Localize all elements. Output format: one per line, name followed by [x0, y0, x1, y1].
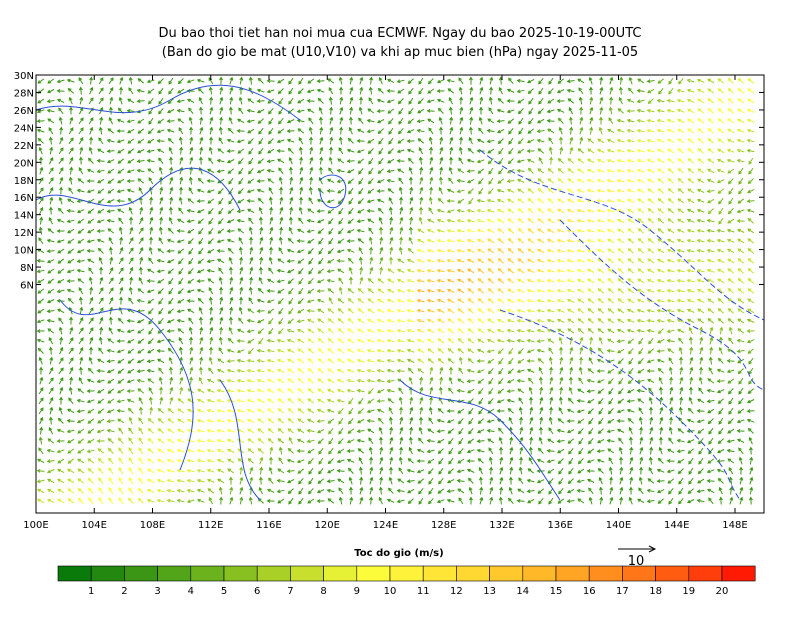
colorbar: 1 2 3 4 5 6 7 8 9 10 11 12 13 14 15 16 17 18 19 20 — [57, 565, 756, 597]
lon-label: 136E — [548, 520, 573, 531]
colorbar-swatch — [124, 565, 158, 582]
colorbar-swatch — [422, 565, 457, 582]
wind-arrows — [416, 248, 525, 323]
lon-label: 116E — [256, 520, 281, 531]
wind-arrows — [77, 88, 755, 505]
colorbar-swatch — [190, 565, 225, 582]
colorbar-swatch — [721, 565, 756, 582]
lat-label: 8N — [20, 263, 34, 274]
colorbar-tick-label: 14 — [516, 586, 529, 597]
wind-arrows — [416, 208, 585, 334]
colorbar-swatch — [157, 565, 192, 582]
lat-label: 6N — [20, 281, 34, 292]
map-frame — [35, 74, 765, 514]
lon-label: 132E — [489, 520, 514, 531]
colorbar-tick-label: 1 — [88, 586, 94, 597]
colorbar-tick-label: 18 — [649, 586, 662, 597]
wind-arrows — [37, 76, 754, 505]
lat-label: 16N — [14, 193, 34, 204]
lat-label: 10N — [14, 246, 34, 257]
colorbar-tick-label: 13 — [483, 586, 496, 597]
colorbar-swatch — [223, 565, 258, 582]
lon-label: 140E — [606, 520, 631, 531]
colorbar-swatch — [323, 565, 358, 582]
wind-arrows — [416, 268, 485, 313]
lat-label: 24N — [14, 123, 34, 134]
colorbar-swatch — [90, 565, 125, 582]
lat-label: 18N — [14, 176, 34, 187]
colorbar-tick-label: 10 — [384, 586, 397, 597]
colorbar-tick-label: 9 — [354, 586, 360, 597]
lat-label: 14N — [14, 211, 34, 222]
title: Du bao thoi tiet han noi mua cua ECMWF. … — [159, 26, 642, 41]
axes: 30N 28N 26N 24N 22N 20N 18N 16N 14N 12N 10N 8N 6N 100… — [14, 71, 764, 531]
colorbar-swatch — [622, 565, 656, 582]
lat-label: 30N — [14, 71, 34, 82]
colorbar-tick-label: 4 — [188, 586, 194, 597]
lon-label: 148E — [722, 520, 747, 531]
lat-label: 28N — [14, 88, 34, 99]
colorbar-swatch — [356, 565, 391, 582]
colorbar-tick-label: 12 — [450, 586, 463, 597]
colorbar-tick-label: 19 — [682, 586, 695, 597]
colorbar-tick-label: 6 — [254, 586, 260, 597]
colorbar-swatch — [489, 565, 524, 582]
lat-label: 22N — [14, 141, 34, 152]
wind-arrows — [36, 76, 755, 505]
colorbar-swatch — [555, 565, 590, 582]
colorbar-label: Toc do gio (m/s) — [354, 548, 443, 559]
reference-label: 10 — [628, 554, 645, 569]
colorbar-swatch — [290, 565, 324, 582]
colorbar-tick-label: 7 — [287, 586, 293, 597]
lon-label: 104E — [82, 520, 107, 531]
lon-label: 112E — [198, 520, 223, 531]
wind-arrows — [36, 77, 755, 504]
colorbar-swatch — [688, 565, 723, 582]
lon-label: 100E — [23, 520, 48, 531]
lat-label: 26N — [14, 106, 34, 117]
colorbar-tick-label: 15 — [550, 586, 563, 597]
colorbar-tick-label: 8 — [320, 586, 326, 597]
wind-arrows — [36, 77, 755, 505]
colorbar-swatch — [588, 565, 623, 582]
colorbar-swatch — [57, 565, 92, 582]
lat-label: 20N — [14, 158, 34, 169]
colorbar-swatch — [456, 565, 490, 582]
wind-arrows — [37, 78, 755, 503]
lon-label: 108E — [140, 520, 165, 531]
wind-arrows — [416, 228, 555, 324]
colorbar-swatch — [256, 565, 291, 582]
lon-label: 128E — [431, 520, 456, 531]
colorbar-swatch — [522, 565, 557, 582]
reference-arrow — [618, 545, 657, 553]
colorbar-tick-label: 5 — [221, 586, 227, 597]
colorbar-tick-label: 20 — [716, 586, 729, 597]
wind-arrows — [37, 78, 755, 504]
colorbar-tick-label: 2 — [121, 586, 127, 597]
lon-label: 124E — [373, 520, 398, 531]
lon-label: 144E — [664, 520, 689, 531]
colorbar-tick-label: 11 — [417, 586, 430, 597]
wind-field — [36, 76, 755, 505]
colorbar-tick-label: 17 — [616, 586, 629, 597]
subtitle: (Ban do gio be mat (U10,V10) va khi ap m… — [162, 45, 638, 60]
lon-label: 120E — [315, 520, 340, 531]
wind-arrows — [57, 78, 755, 505]
pressure-contours — [35, 84, 765, 501]
colorbar-tick-label: 16 — [583, 586, 596, 597]
lat-label: 12N — [14, 228, 34, 239]
colorbar-swatch — [389, 565, 424, 582]
colorbar-swatch — [655, 565, 690, 582]
colorbar-tick-label: 3 — [154, 586, 160, 597]
